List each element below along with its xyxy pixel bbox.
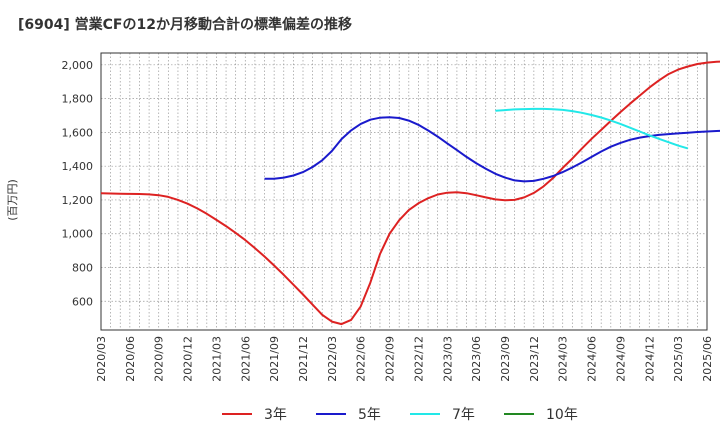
x-tick-label: 2023/03 <box>441 336 454 382</box>
x-tick-label: 2020/03 <box>95 336 108 382</box>
legend-label-0: 3年 <box>264 407 287 423</box>
legend-label-3: 10年 <box>546 407 578 423</box>
series-line-2 <box>495 107 689 150</box>
x-tick-label: 2023/06 <box>470 336 483 382</box>
x-tick-label: 2024/06 <box>586 336 599 382</box>
x-tick-label: 2021/12 <box>297 336 310 382</box>
x-tick-label: 2023/12 <box>528 336 541 382</box>
y-tick-label: 1,000 <box>62 228 94 241</box>
x-tick-label: 2024/03 <box>557 336 570 382</box>
y-tick-label: 800 <box>72 262 93 275</box>
x-tick-label: 2025/03 <box>672 336 685 382</box>
x-tick-label: 2022/03 <box>326 336 339 382</box>
y-tick-label: 1,400 <box>62 160 94 173</box>
x-tick-label: 2021/03 <box>210 336 223 382</box>
y-tick-label: 1,800 <box>62 93 94 106</box>
chart-title: [6904] 営業CFの12か月移動合計の標準偏差の推移 <box>18 16 352 33</box>
x-axis-ticks: 2020/03 2020/06 2020/09 2020/12 2021/03 2021/… <box>95 336 714 382</box>
x-tick-label: 2022/12 <box>412 336 425 382</box>
y-tick-label: 600 <box>72 295 93 308</box>
y-axis-label: (百万円) <box>6 179 19 221</box>
legend-label-1: 5年 <box>358 407 381 423</box>
series-line-1 <box>264 116 720 183</box>
grid <box>100 53 708 330</box>
x-tick-label: 2025/06 <box>701 336 714 382</box>
legend-label-2: 7年 <box>452 407 475 423</box>
x-tick-label: 2021/06 <box>239 336 252 382</box>
x-tick-label: 2020/12 <box>182 336 195 382</box>
x-tick-label: 2024/12 <box>643 336 656 382</box>
y-tick-label: 2,000 <box>62 59 94 72</box>
x-tick-label: 2024/09 <box>614 336 627 382</box>
x-tick-label: 2022/09 <box>384 336 397 382</box>
x-tick-label: 2022/06 <box>355 336 368 382</box>
y-tick-label: 1,200 <box>62 194 94 207</box>
x-tick-label: 2021/09 <box>268 336 281 382</box>
plot-area-border <box>100 52 708 331</box>
y-axis-ticks: 600 800 1,000 1,200 1,400 1,600 1,800 2,000 <box>62 59 94 308</box>
x-tick-label: 2023/09 <box>499 336 512 382</box>
y-tick-label: 1,600 <box>62 126 94 139</box>
series-lines <box>100 60 720 326</box>
x-tick-label: 2020/09 <box>153 336 166 382</box>
x-tick-label: 2020/06 <box>124 336 137 382</box>
legend: 3年 5年 7年 10年 <box>222 407 578 423</box>
series-line-0 <box>100 60 720 326</box>
